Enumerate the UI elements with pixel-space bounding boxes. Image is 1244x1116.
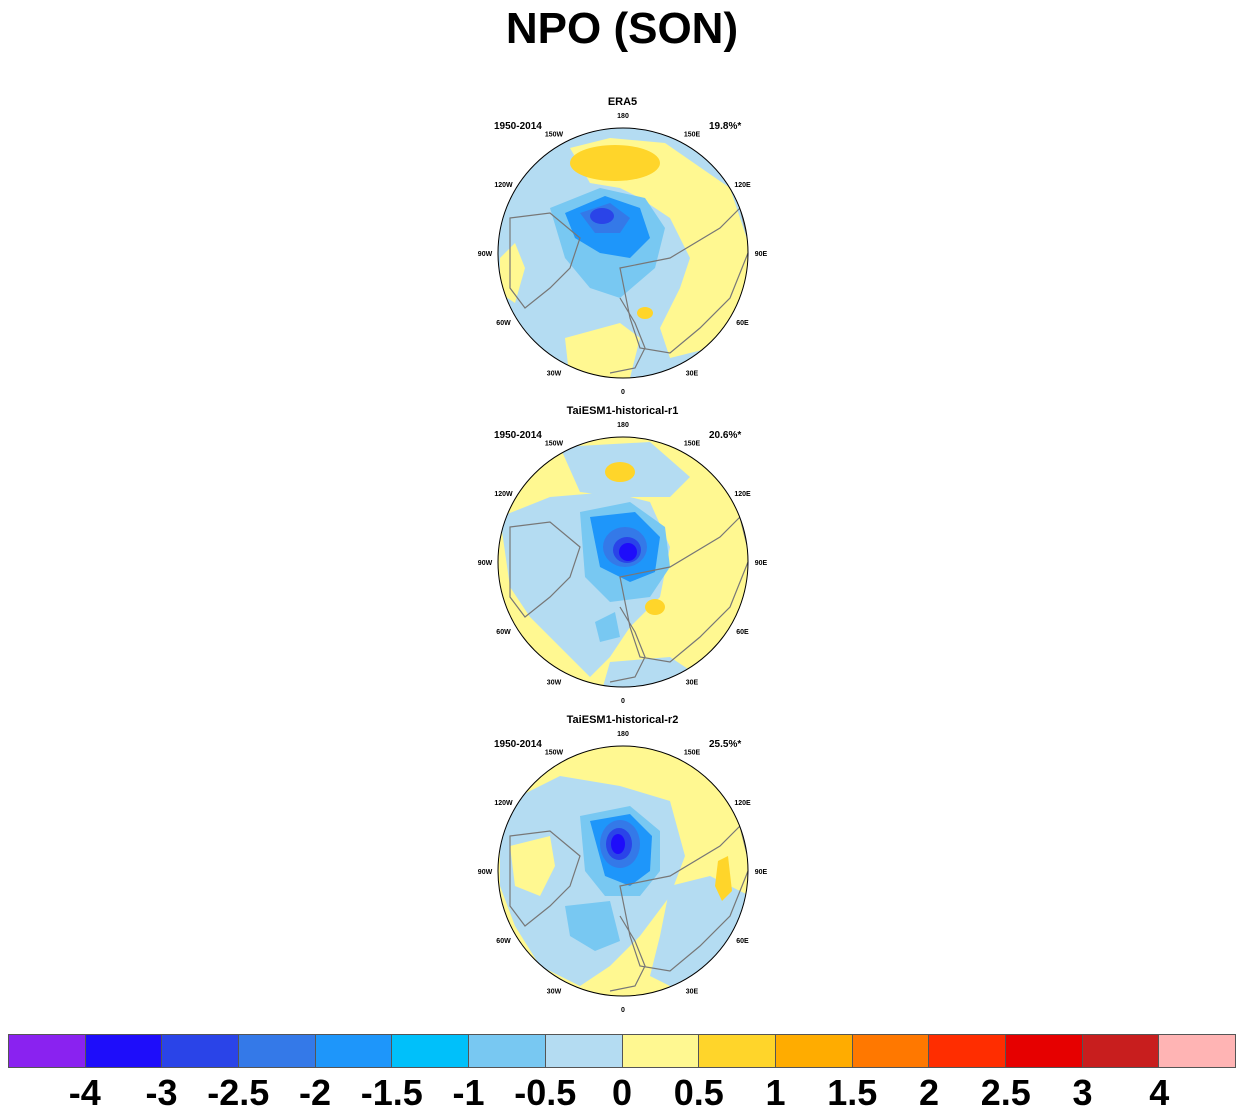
longitude-label: 60W [496,320,511,327]
longitude-label: 90E [755,251,768,258]
longitude-label: 90W [478,251,493,258]
longitude-label: 150E [684,750,701,757]
colorbar-tick-label: 4 [1149,1072,1170,1113]
colorbar-segment [9,1035,86,1067]
colorbar-tick-label: 1.5 [827,1072,878,1113]
colorbar-segment [545,1035,623,1067]
longitude-label: 150E [684,441,701,448]
longitude-label: 120W [494,182,513,189]
longitude-label: 0 [621,1007,625,1014]
panel-title: ERA5 [607,96,638,108]
colorbar-tick-label: 2.5 [980,1072,1031,1113]
colorbar-segment [929,1035,1006,1067]
colorbar-segment [1082,1035,1160,1067]
colorbar-segment [162,1035,240,1067]
colorbar-segment [85,1035,163,1067]
colorbar-tick-label: 0.5 [673,1072,724,1113]
longitude-label: 90E [755,560,768,567]
panel-era5: ERA5 1950-2014 19.8%* 180 150E 120E 90E 60E 3… [470,96,775,396]
polar-map: 180 150E 120E 90E 60E 30E 0 30W 60W 90W 120W 150W [478,113,768,396]
longitude-label: 120W [494,800,513,807]
panel-period: 1950-2014 [494,121,542,132]
colorbar-tick-label: 2 [918,1072,940,1113]
panel-title: TaiESM1-historical-r2 [566,714,679,726]
panel-period: 1950-2014 [494,739,542,750]
longitude-label: 30E [686,989,699,996]
colorbar-segment [315,1035,393,1067]
colorbar-segment [699,1035,776,1067]
longitude-label: 30W [547,371,562,378]
colorbar-segment [392,1035,470,1067]
longitude-label: 60E [736,629,749,636]
colorbar-segment [775,1035,853,1067]
colorbar-segment [1159,1035,1235,1067]
colorbar-tick-label: -2 [298,1072,332,1113]
longitude-label: 90E [755,869,768,876]
colorbar-tick-label: -2.5 [207,1072,270,1113]
polar-map: 180 150E 120E 90E 60E 30E 0 30W 60W 90W 120W 150W [478,422,768,705]
colorbar-tick-label: -4 [68,1072,101,1113]
longitude-label: 150W [545,750,564,757]
longitude-label: 150W [545,441,564,448]
polar-map: 180 150E 120E 90E 60E 30E 0 30W 60W 90W 120W 150W [478,731,768,1014]
longitude-label: 30W [547,680,562,687]
panel-title: TaiESM1-historical-r1 [566,405,679,417]
longitude-label: 120E [734,491,751,498]
longitude-label: 90W [478,560,493,567]
longitude-label: 0 [621,389,625,396]
longitude-label: 150W [545,132,564,139]
longitude-label: 120E [734,800,751,807]
colorbar-segment [622,1035,700,1067]
colorbar-tick-label: -1 [452,1072,485,1113]
colorbar-tick-label: 0 [611,1072,633,1113]
longitude-label: 30E [686,371,699,378]
panel-variance: 19.8%* [709,121,742,132]
longitude-label: 60W [496,629,511,636]
longitude-label: 180 [617,731,629,738]
colorbar-tick-label: -3 [145,1072,178,1113]
colorbar-segment [239,1035,316,1067]
panel-variance: 20.6%* [709,430,742,441]
colorbar-segment [1005,1035,1083,1067]
colorbar-tick-label: 1 [765,1072,786,1113]
main-title: NPO (SON) [505,4,739,53]
longitude-label: 180 [617,422,629,429]
colorbar-tick-label: 3 [1072,1072,1093,1113]
colorbar-segment [852,1035,930,1067]
longitude-label: 90W [478,869,493,876]
colorbar-tick-label: -1.5 [360,1072,423,1113]
longitude-label: 0 [621,698,625,705]
longitude-label: 30E [686,680,699,687]
longitude-label: 120W [494,491,513,498]
longitude-label: 180 [617,113,629,120]
panel-r2: TaiESM1-historical-r2 1950-2014 25.5%* 1… [470,714,775,1014]
longitude-label: 60E [736,320,749,327]
longitude-label: 120E [734,182,751,189]
panel-variance: 25.5%* [709,739,742,750]
colorbar-tick-label: -0.5 [514,1072,577,1113]
longitude-label: 150E [684,132,701,139]
colorbar-segment [469,1035,546,1067]
longitude-label: 60E [736,938,749,945]
panel-period: 1950-2014 [494,430,542,441]
longitude-label: 60W [496,938,511,945]
panel-r1: TaiESM1-historical-r1 1950-2014 20.6%* 1… [470,405,775,705]
longitude-label: 30W [547,989,562,996]
colorbar [8,1034,1236,1068]
